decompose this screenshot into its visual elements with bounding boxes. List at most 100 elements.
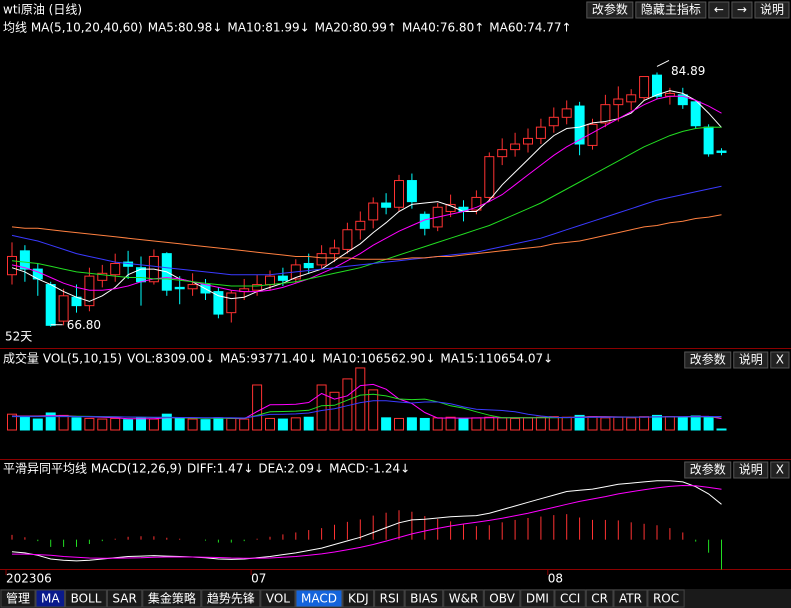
candle-body <box>355 220 366 231</box>
tab[interactable] <box>342 589 375 608</box>
button[interactable] <box>684 351 732 369</box>
button[interactable] <box>754 1 790 19</box>
candle-body <box>84 275 95 307</box>
tab-label[interactable]: W&R <box>449 592 479 606</box>
tab-label[interactable]: RSI <box>380 592 400 606</box>
button-label[interactable]: 改参数 <box>592 2 628 17</box>
leader <box>656 60 670 67</box>
legend-entry: MA5:93771.40↓ <box>220 352 318 366</box>
tab-label[interactable]: CCI <box>560 592 580 606</box>
tab-label[interactable]: ROC <box>653 592 679 606</box>
tab-label[interactable]: MA <box>41 592 60 606</box>
button[interactable] <box>770 461 790 479</box>
candle-body <box>329 247 340 255</box>
candle-body <box>110 262 121 276</box>
volume-bar <box>561 416 572 431</box>
x-tick-label: 202306 <box>6 572 52 586</box>
volume-bar <box>19 416 30 431</box>
button-label[interactable]: → <box>737 3 747 17</box>
volume-bar <box>71 417 82 431</box>
tab[interactable] <box>0 589 36 608</box>
candle-body <box>716 150 727 153</box>
tab-label[interactable]: 管理 <box>6 591 30 606</box>
tab[interactable] <box>585 589 614 608</box>
button[interactable] <box>708 1 730 19</box>
volume-bar <box>200 419 211 431</box>
tab[interactable] <box>554 589 586 608</box>
tab-label[interactable]: SAR <box>112 592 136 606</box>
tab[interactable] <box>35 589 66 608</box>
button-label[interactable]: 隐藏主指标 <box>641 2 701 17</box>
button[interactable] <box>635 1 707 19</box>
volume-bar <box>458 417 469 431</box>
candle-body <box>497 149 508 158</box>
tab[interactable] <box>260 589 296 608</box>
candle-body <box>381 202 392 208</box>
candle-body <box>626 94 637 103</box>
candle-body <box>187 284 198 290</box>
button-label[interactable]: 说明 <box>760 2 784 17</box>
button[interactable] <box>586 1 634 19</box>
tab[interactable] <box>483 589 521 608</box>
tab-label[interactable]: BOLL <box>71 592 102 606</box>
candle-body <box>277 275 288 281</box>
volume-bar <box>574 414 585 431</box>
tab-label[interactable]: 趋势先锋 <box>207 592 255 606</box>
button[interactable] <box>733 461 769 479</box>
tab[interactable] <box>404 589 444 608</box>
tab[interactable] <box>520 589 555 608</box>
candle-body <box>174 286 185 290</box>
button[interactable] <box>684 461 732 479</box>
ma-line <box>11 126 722 287</box>
macd-line <box>11 480 722 562</box>
tab-label[interactable]: 集金策略 <box>148 591 196 606</box>
tab-label[interactable]: CR <box>591 592 608 606</box>
candle-body <box>535 126 546 139</box>
volume-bar <box>32 418 43 431</box>
volume-bar <box>110 417 121 431</box>
volume-bar <box>187 418 198 431</box>
tab[interactable] <box>443 589 484 608</box>
tab[interactable] <box>142 589 202 608</box>
button[interactable] <box>770 351 790 369</box>
tab-label[interactable]: BIAS <box>410 592 438 606</box>
tab[interactable] <box>613 589 648 608</box>
candle-body <box>703 126 714 155</box>
ma-line <box>11 90 722 302</box>
tab-label[interactable]: ATR <box>619 592 642 606</box>
legend-entry: DEA:2.09↓ <box>258 462 324 476</box>
tab[interactable] <box>106 589 143 608</box>
tab[interactable] <box>65 589 107 608</box>
button-label[interactable]: 改参数 <box>690 462 726 477</box>
button[interactable] <box>731 1 753 19</box>
candle-body <box>252 284 263 291</box>
volume-bar <box>664 416 675 431</box>
tab[interactable] <box>374 589 405 608</box>
legend-entry: MACD:-1.24↓ <box>329 462 410 476</box>
tab[interactable] <box>201 589 261 608</box>
button-label[interactable]: X <box>776 463 784 477</box>
button[interactable] <box>733 351 769 369</box>
tab[interactable] <box>295 589 343 608</box>
macd-line <box>12 484 722 559</box>
volume-bar <box>535 416 546 431</box>
tab-label[interactable]: MACD <box>301 592 337 606</box>
button-label[interactable]: 说明 <box>739 462 763 477</box>
tab-label[interactable]: DMI <box>526 592 549 606</box>
candle-body <box>639 76 650 99</box>
candle-body <box>484 156 495 198</box>
button-label[interactable]: 改参数 <box>690 352 726 367</box>
volume-bar <box>45 412 56 431</box>
tab-label[interactable]: VOL <box>266 592 290 606</box>
volume-bar <box>587 416 598 431</box>
tab-label[interactable]: KDJ <box>348 592 369 606</box>
tab[interactable] <box>647 589 685 608</box>
button-label[interactable]: X <box>776 353 784 367</box>
tab-label[interactable]: OBV <box>489 592 515 606</box>
button-label[interactable]: 说明 <box>739 352 763 367</box>
button-label[interactable]: ← <box>714 3 724 17</box>
legend-entry: 成交量 VOL(5,10,15) <box>3 351 122 366</box>
ma-line <box>11 185 722 276</box>
